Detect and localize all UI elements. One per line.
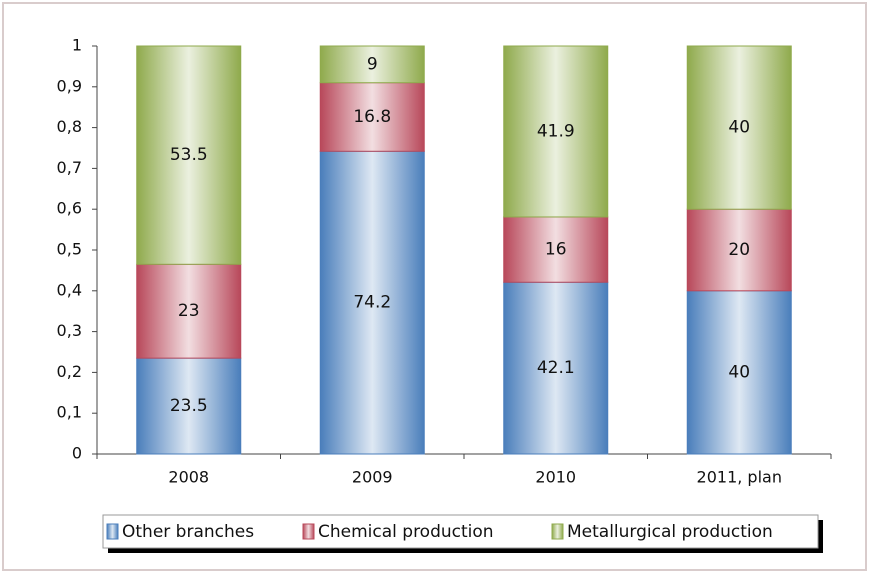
x-tick-label: 2009 xyxy=(352,468,393,487)
data-label: 40 xyxy=(728,362,750,382)
data-label: 23.5 xyxy=(170,396,208,416)
y-tick-label: 0,5 xyxy=(57,240,82,259)
bar-segment xyxy=(319,82,425,152)
bar-segment xyxy=(136,45,242,265)
y-tick-label: 0,4 xyxy=(57,280,82,299)
bar-segment xyxy=(319,150,425,455)
legend-swatch xyxy=(106,523,119,540)
legend-swatch xyxy=(302,523,315,540)
bar-segment xyxy=(686,290,792,455)
data-label: 40 xyxy=(728,118,750,138)
x-tick-label: 2008 xyxy=(168,468,209,487)
y-tick-label: 0,7 xyxy=(57,158,82,177)
data-label: 42.1 xyxy=(537,358,575,378)
legend-label: Chemical production xyxy=(318,522,494,542)
data-label: 23 xyxy=(178,301,200,321)
y-tick-label: 0 xyxy=(72,444,82,463)
x-tick-label: 2010 xyxy=(535,468,576,487)
legend-label: Metallurgical production xyxy=(567,522,773,542)
y-tick-label: 0,2 xyxy=(57,362,82,381)
data-label: 16.8 xyxy=(353,107,391,127)
data-label: 9 xyxy=(367,54,378,74)
data-label: 74.2 xyxy=(353,293,391,313)
bar-segment xyxy=(503,281,609,455)
data-label: 41.9 xyxy=(537,121,575,141)
data-label: 20 xyxy=(728,240,750,260)
y-tick-label: 0,1 xyxy=(57,403,82,422)
data-label: 53.5 xyxy=(170,145,208,165)
y-tick-label: 1 xyxy=(72,36,82,55)
bar-segment xyxy=(503,216,609,283)
y-tick-label: 0,9 xyxy=(57,76,82,95)
y-tick-label: 0,3 xyxy=(57,321,82,340)
bar-segment xyxy=(686,45,792,210)
bar-segment xyxy=(503,45,609,218)
legend-label: Other branches xyxy=(122,522,254,542)
data-label: 16 xyxy=(545,240,567,260)
y-tick-label: 0,6 xyxy=(57,199,82,218)
y-tick-label: 0,8 xyxy=(57,117,82,136)
x-tick-label: 2011, plan xyxy=(697,468,782,487)
legend-box xyxy=(102,514,819,549)
legend-swatch xyxy=(551,523,564,540)
bar-segment xyxy=(319,45,425,84)
